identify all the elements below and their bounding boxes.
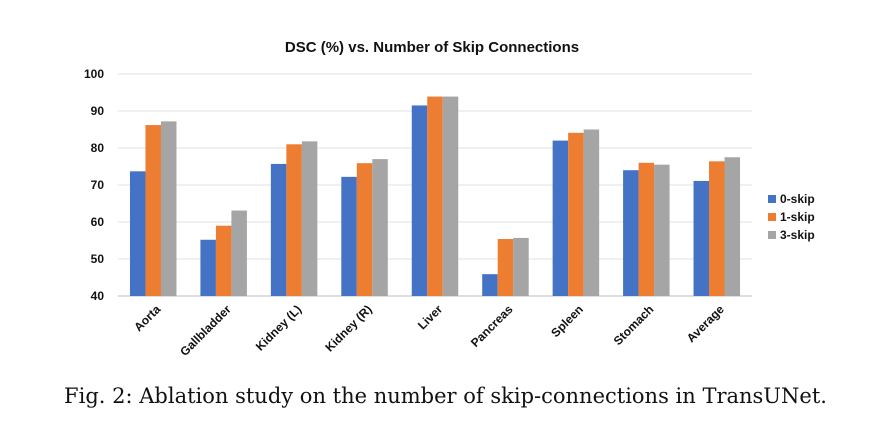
legend-label: 0-skip	[780, 192, 815, 206]
x-tick-label: Stomach	[611, 302, 657, 348]
bar-0-skip	[411, 105, 428, 296]
bar-0-skip	[623, 170, 639, 296]
legend-label: 3-skip	[780, 228, 815, 242]
legend-swatch	[768, 195, 776, 203]
bar-1-skip	[356, 163, 373, 296]
y-tick-label: 40	[91, 289, 105, 303]
bar-3-skip	[724, 157, 741, 296]
x-tick-label: Pancreas	[468, 302, 516, 350]
bar-0-skip	[200, 239, 216, 296]
y-tick-label: 70	[91, 178, 105, 192]
bar-0-skip	[552, 140, 569, 296]
x-tick-label: Spleen	[548, 302, 586, 340]
bar-3-skip	[160, 121, 177, 296]
bar-1-skip	[497, 239, 514, 296]
bar-1-skip	[427, 96, 443, 296]
legend-swatch	[768, 231, 776, 239]
bar-1-skip	[568, 132, 584, 296]
y-tick-label: 60	[91, 215, 105, 229]
bar-1-skip	[215, 225, 232, 296]
x-tick-label: Kidney (R)	[322, 302, 374, 354]
bar-0-skip	[482, 274, 498, 296]
bar-3-skip	[372, 159, 388, 296]
x-tick-label: Average	[684, 302, 727, 345]
bar-3-skip	[301, 141, 318, 296]
legend-label: 1-skip	[780, 210, 815, 224]
y-tick-label: 90	[91, 104, 105, 118]
figure-caption: Fig. 2: Ablation study on the number of …	[64, 384, 827, 408]
bar-3-skip	[442, 96, 459, 296]
x-tick-label: Gallbladder	[177, 302, 234, 359]
y-tick-label: 100	[84, 67, 104, 81]
x-tick-label: Aorta	[131, 302, 163, 334]
x-tick-label: Kidney (L)	[253, 302, 304, 353]
bar-1-skip	[286, 144, 302, 296]
bar-1-skip	[709, 161, 725, 296]
bar-1-skip	[145, 125, 161, 296]
chart-title: DSC (%) vs. Number of Skip Connections	[285, 39, 579, 56]
bar-3-skip	[513, 237, 529, 296]
bar-0-skip	[129, 171, 146, 296]
legend-swatch	[768, 213, 776, 221]
bar-0-skip	[341, 176, 357, 296]
bar-0-skip	[693, 180, 710, 296]
bar-1-skip	[638, 162, 655, 296]
bar-3-skip	[231, 210, 247, 296]
bar-3-skip	[583, 129, 600, 296]
x-tick-label: Liver	[415, 302, 445, 332]
y-tick-label: 80	[91, 141, 105, 155]
chart: DSC (%) vs. Number of Skip Connections 4…	[84, 39, 815, 359]
bar-3-skip	[654, 164, 670, 296]
y-tick-label: 50	[91, 252, 105, 266]
bar-0-skip	[270, 163, 287, 296]
